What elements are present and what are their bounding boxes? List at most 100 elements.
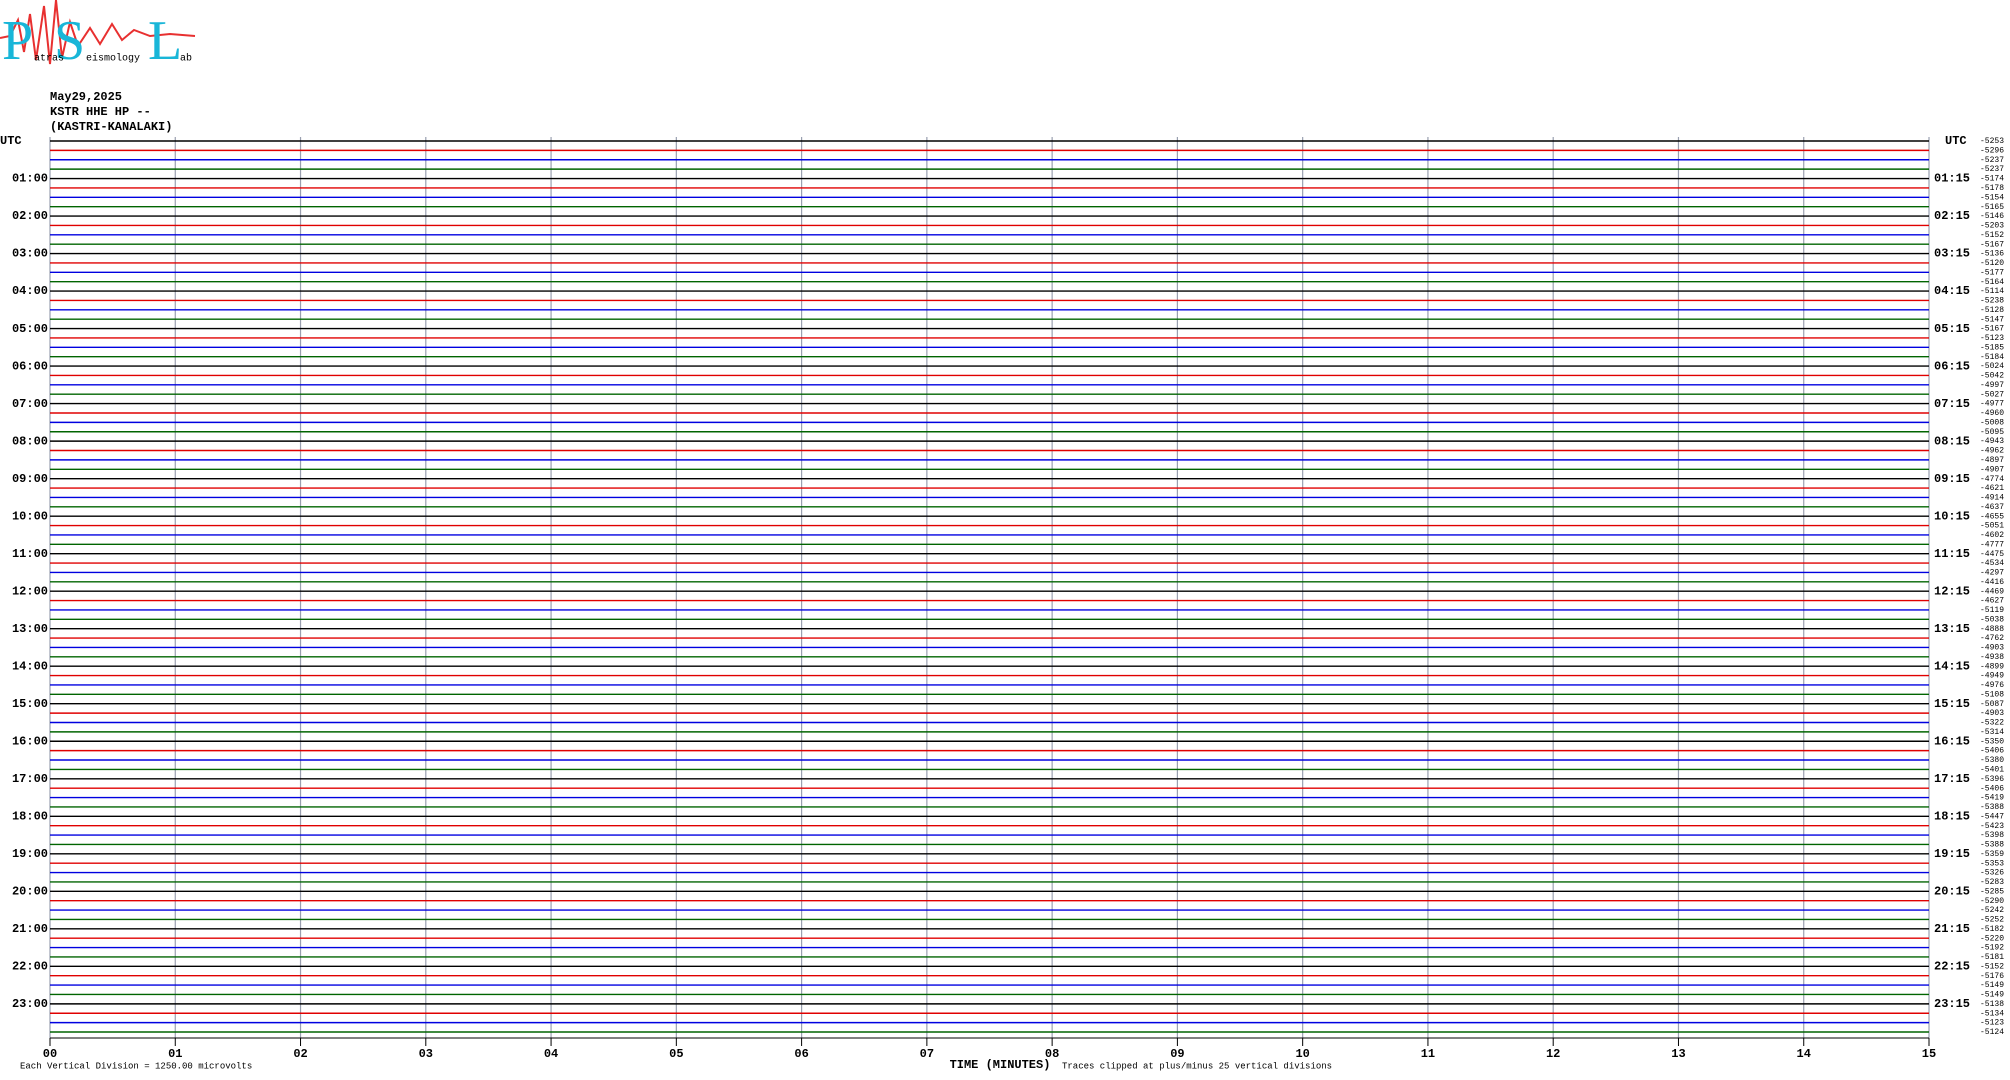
hour-label: 11:15 <box>1934 547 1970 561</box>
offset-label: -5134 <box>1980 1009 2004 1018</box>
offset-label: -4469 <box>1980 587 2004 596</box>
offset-label: -5042 <box>1980 372 2004 381</box>
hour-label: 08:00 <box>12 434 48 448</box>
offset-label: -4762 <box>1980 634 2004 643</box>
hour-label: 10:00 <box>12 509 48 523</box>
offset-label: -5147 <box>1980 315 2004 324</box>
logo: P S L atras eismology ab <box>0 0 196 72</box>
offset-label: -5380 <box>1980 756 2004 765</box>
logo-letter: P <box>2 10 33 72</box>
logo-word: atras <box>34 54 64 65</box>
x-tick-label: 06 <box>794 1047 808 1061</box>
logo-wave <box>0 0 196 65</box>
x-tick-label: 03 <box>419 1047 433 1061</box>
offset-label: -4297 <box>1980 569 2004 578</box>
offset-label: -4621 <box>1980 484 2004 493</box>
hour-label: 09:15 <box>1934 472 1970 486</box>
x-tick-label: 07 <box>920 1047 934 1061</box>
hour-label: 05:00 <box>12 322 48 336</box>
offset-label: -5388 <box>1980 803 2004 812</box>
offset-label: -4903 <box>1980 644 2004 653</box>
hour-label: 20:00 <box>12 884 48 898</box>
offset-label: -5290 <box>1980 897 2004 906</box>
offset-label: -5167 <box>1980 240 2004 249</box>
hour-label: 01:15 <box>1934 172 1970 186</box>
hour-label: 19:00 <box>12 847 48 861</box>
hour-label: 12:15 <box>1934 584 1970 598</box>
offset-label: -4774 <box>1980 475 2004 484</box>
offset-label: -5128 <box>1980 306 2004 315</box>
hour-label: 01:00 <box>12 172 48 186</box>
offset-label: -5024 <box>1980 362 2004 371</box>
x-tick-label: 08 <box>1045 1047 1059 1061</box>
offset-label: -5182 <box>1980 925 2004 934</box>
offset-label: -4475 <box>1980 550 2004 559</box>
offset-label: -4627 <box>1980 597 2004 606</box>
hour-label: 15:00 <box>12 697 48 711</box>
offset-label: -4777 <box>1980 540 2004 549</box>
offset-label: -5314 <box>1980 728 2004 737</box>
site: (KASTRI-KANALAKI) <box>50 120 172 134</box>
offset-label: -5181 <box>1980 953 2004 962</box>
offset-label: -5095 <box>1980 428 2004 437</box>
x-tick-label: 11 <box>1421 1047 1435 1061</box>
offset-label: -5253 <box>1980 137 2004 146</box>
logo-letter: L <box>148 10 182 72</box>
hour-label: 17:00 <box>12 772 48 786</box>
hour-label: 19:15 <box>1934 847 1970 861</box>
hour-label: UTC <box>1945 134 1967 148</box>
x-tick-label: 01 <box>168 1047 182 1061</box>
offset-label: -5176 <box>1980 972 2004 981</box>
offset-label: -4938 <box>1980 653 2004 662</box>
hour-label: 23:15 <box>1934 997 1970 1011</box>
x-tick-label: 00 <box>43 1047 57 1061</box>
hour-label: 12:00 <box>12 584 48 598</box>
offset-label: -5203 <box>1980 222 2004 231</box>
offset-label: -5119 <box>1980 606 2004 615</box>
offset-label: -5242 <box>1980 906 2004 915</box>
hour-label: 04:00 <box>12 284 48 298</box>
hour-label: 21:15 <box>1934 922 1970 936</box>
offset-label: -5285 <box>1980 887 2004 896</box>
offset-label: -5124 <box>1980 1028 2004 1037</box>
x-tick-label: 04 <box>544 1047 558 1061</box>
offset-label: -5038 <box>1980 615 2004 624</box>
hour-label: 23:00 <box>12 997 48 1011</box>
hour-label: 13:00 <box>12 622 48 636</box>
offset-label: -4949 <box>1980 672 2004 681</box>
hour-label: 10:15 <box>1934 509 1970 523</box>
offset-label: -5220 <box>1980 934 2004 943</box>
offset-label: -4903 <box>1980 709 2004 718</box>
offset-label: -5326 <box>1980 869 2004 878</box>
x-tick-label: 10 <box>1295 1047 1309 1061</box>
x-tick-label: 15 <box>1922 1047 1936 1061</box>
hour-label: 16:00 <box>12 734 48 748</box>
x-tick-label: 14 <box>1797 1047 1811 1061</box>
offset-label: -5184 <box>1980 353 2004 362</box>
offset-label: -5123 <box>1980 1019 2004 1028</box>
offset-label: -5120 <box>1980 259 2004 268</box>
offset-label: -4897 <box>1980 456 2004 465</box>
hour-label: 18:00 <box>12 809 48 823</box>
offset-label: -5322 <box>1980 719 2004 728</box>
hour-label: 16:15 <box>1934 734 1970 748</box>
date: May29,2025 <box>50 90 122 104</box>
offset-label: -4976 <box>1980 681 2004 690</box>
hour-label: 07:00 <box>12 397 48 411</box>
logo-word: ab <box>180 53 192 65</box>
offset-label: -5423 <box>1980 822 2004 831</box>
offset-label: -4637 <box>1980 503 2004 512</box>
offset-label: -5154 <box>1980 193 2004 202</box>
scale-note: Each Vertical Division = 1250.00 microvo… <box>20 1061 252 1071</box>
offset-label: -5178 <box>1980 184 2004 193</box>
offset-label: -4416 <box>1980 578 2004 587</box>
offset-label: -5185 <box>1980 343 2004 352</box>
offset-label: -5136 <box>1980 250 2004 259</box>
offset-label: -5114 <box>1980 287 2004 296</box>
hour-label: 06:00 <box>12 359 48 373</box>
hour-label: 05:15 <box>1934 322 1970 336</box>
offset-label: -5406 <box>1980 784 2004 793</box>
offset-label: -5152 <box>1980 962 2004 971</box>
offset-label: -5149 <box>1980 991 2004 1000</box>
